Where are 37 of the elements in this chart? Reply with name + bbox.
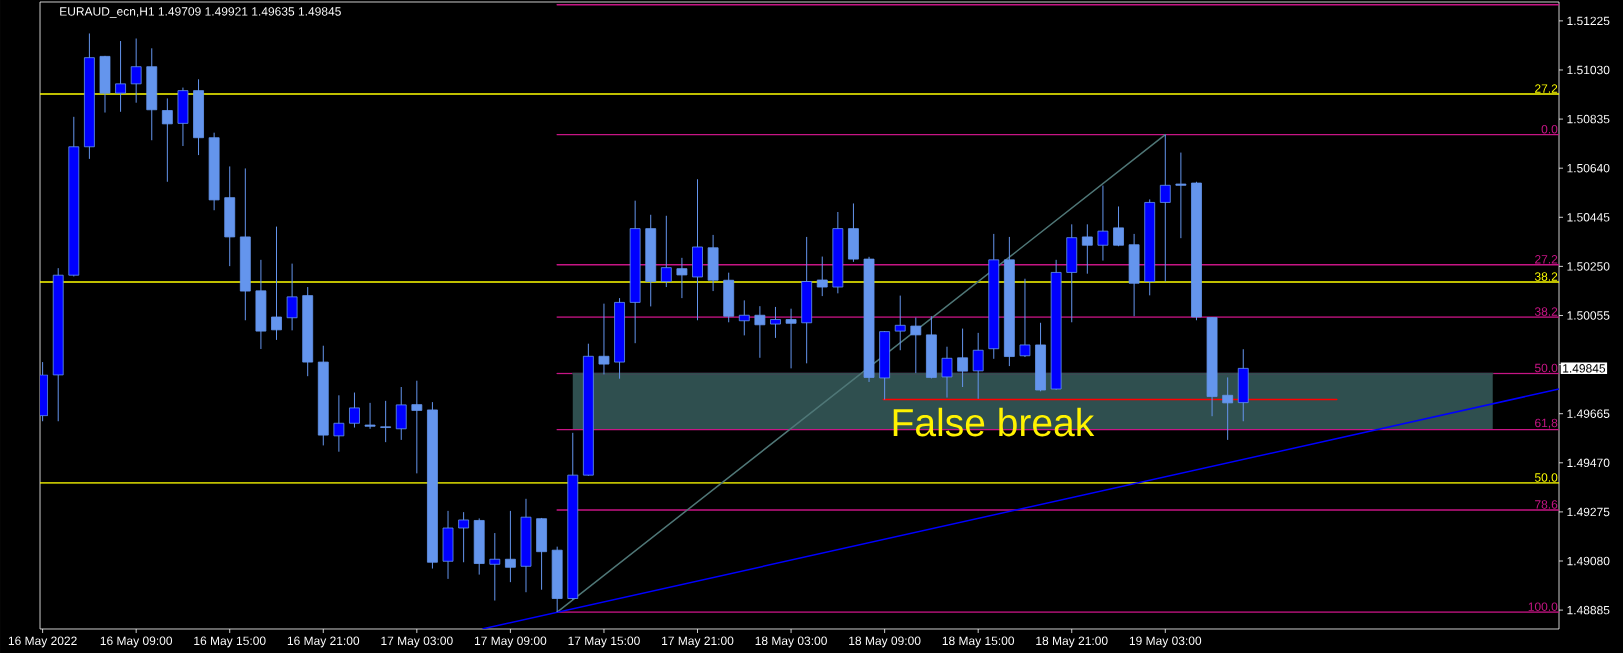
y-tick-label: 1.51030 (1567, 65, 1610, 75)
y-tick-label: 1.50250 (1567, 262, 1610, 271)
y-tick-label: 1.49275 (1567, 507, 1610, 517)
series-label: 50.0 (1534, 363, 1558, 373)
x-tick-label: 17 May 09:00 (474, 636, 547, 648)
y-tick-label: 1.49080 (1567, 556, 1610, 566)
y-tick-label: 1.50835 (1567, 114, 1610, 124)
x-tick-label: 17 May 21:00 (662, 636, 734, 648)
y-tick-label: 1.50640 (1567, 163, 1610, 173)
series-label: 100.0 (1528, 602, 1558, 611)
series-label: 61,8 (1535, 418, 1558, 429)
x-tick-label: 17 May 15:00 (568, 636, 640, 648)
x-tick-label: 18 May 03:00 (755, 636, 827, 648)
x-tick-label: 16 May 09:00 (100, 636, 173, 648)
y-tick-label: 1.48885 (1567, 605, 1610, 615)
x-tick-label: 16 May 2022 (8, 636, 77, 648)
y-tick-label: 1.49665 (1567, 409, 1610, 418)
series-label: 50.0 (1534, 473, 1558, 482)
y-tick-label: 1.51225 (1567, 16, 1610, 26)
x-tick-label: 18 May 09:00 (849, 636, 921, 648)
x-tick-label: 19 May 03:00 (1129, 636, 1202, 648)
series-label: 38.2 (1534, 307, 1558, 316)
chart-title: EURAUD_ecn,H1 1.49709 1.49921 1.49635 1.49845 (60, 7, 341, 18)
x-tick-label: 17 May 03:00 (381, 636, 453, 648)
series-label: 38.2 (1534, 272, 1558, 281)
y-tick-label: 1.50445 (1567, 213, 1610, 222)
series-label: 0.0 (1541, 125, 1558, 134)
x-tick-label: 18 May 21:00 (1036, 636, 1108, 648)
y-tick-label: 1.50055 (1567, 311, 1610, 320)
text: 1.49845 (1563, 364, 1606, 373)
y-tick-label: 1.49470 (1567, 458, 1610, 468)
series-label: 27.2 (1535, 84, 1558, 93)
x-tick-label: 16 May 21:00 (287, 636, 360, 648)
x-tick-label: 16 May 15:00 (194, 636, 266, 648)
x-tick-label: 18 May 15:00 (942, 636, 1015, 648)
series-label: 78.6 (1535, 500, 1558, 509)
series-label: 27.2 (1535, 255, 1558, 264)
